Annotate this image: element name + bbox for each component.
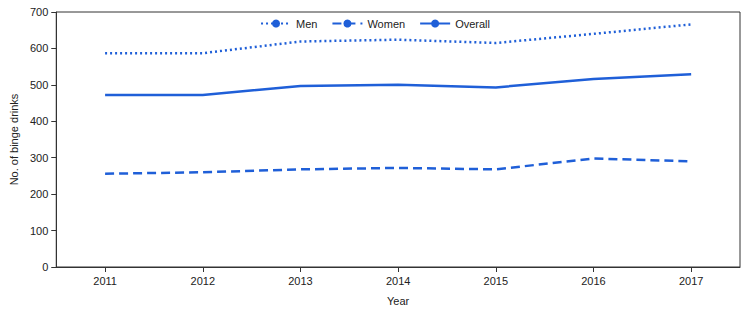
svg-text:700: 700 xyxy=(30,6,48,18)
svg-text:2017: 2017 xyxy=(679,275,703,287)
svg-text:2013: 2013 xyxy=(288,275,312,287)
svg-text:No. of binge drinks: No. of binge drinks xyxy=(8,93,20,185)
svg-text:200: 200 xyxy=(30,188,48,200)
svg-text:2011: 2011 xyxy=(93,275,117,287)
svg-text:600: 600 xyxy=(30,42,48,54)
svg-text:500: 500 xyxy=(30,79,48,91)
svg-text:400: 400 xyxy=(30,115,48,127)
svg-text:Men: Men xyxy=(296,18,317,30)
svg-text:100: 100 xyxy=(30,225,48,237)
svg-text:Overall: Overall xyxy=(455,18,490,30)
svg-text:0: 0 xyxy=(42,261,48,273)
svg-text:300: 300 xyxy=(30,152,48,164)
svg-text:2012: 2012 xyxy=(191,275,215,287)
svg-text:2014: 2014 xyxy=(386,275,410,287)
svg-text:2016: 2016 xyxy=(581,275,605,287)
svg-text:Women: Women xyxy=(367,18,405,30)
svg-text:Year: Year xyxy=(387,295,410,307)
svg-text:2015: 2015 xyxy=(484,275,508,287)
